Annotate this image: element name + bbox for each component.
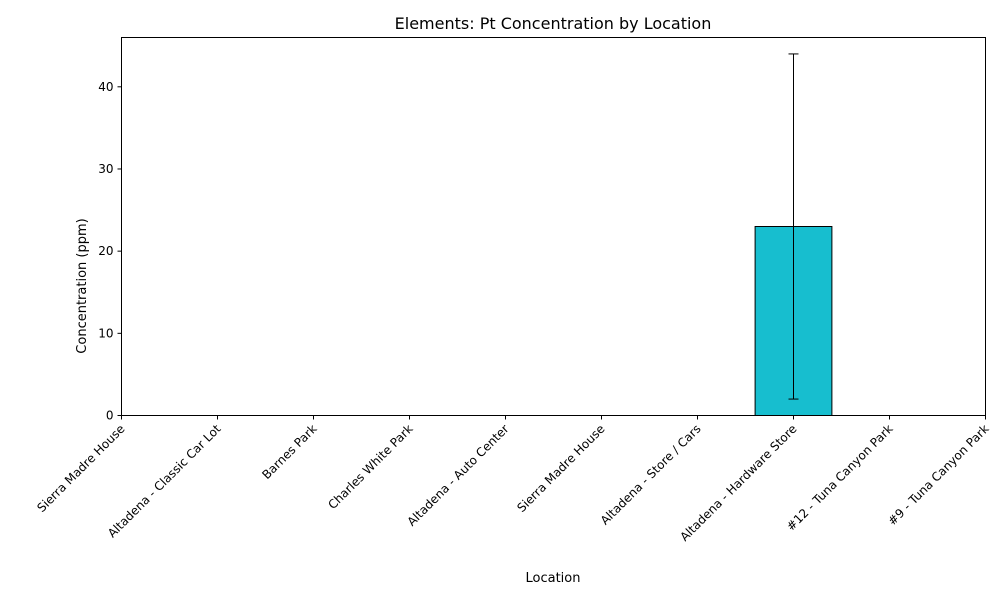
y-axis: 0 10 20 30 40 bbox=[98, 80, 122, 423]
y-tick-label: 0 bbox=[106, 409, 114, 423]
y-tick-label: 20 bbox=[98, 244, 113, 258]
plot-area bbox=[754, 53, 833, 416]
chart-title: Elements: Pt Concentration by Location bbox=[395, 14, 712, 33]
x-axis-label: Location bbox=[526, 571, 581, 586]
y-tick-label: 40 bbox=[98, 80, 113, 94]
y-axis-label: Concentration (ppm) bbox=[75, 218, 90, 353]
y-tick-label: 10 bbox=[98, 326, 113, 340]
plot-frame bbox=[121, 37, 986, 416]
y-tick-label: 30 bbox=[98, 162, 113, 176]
